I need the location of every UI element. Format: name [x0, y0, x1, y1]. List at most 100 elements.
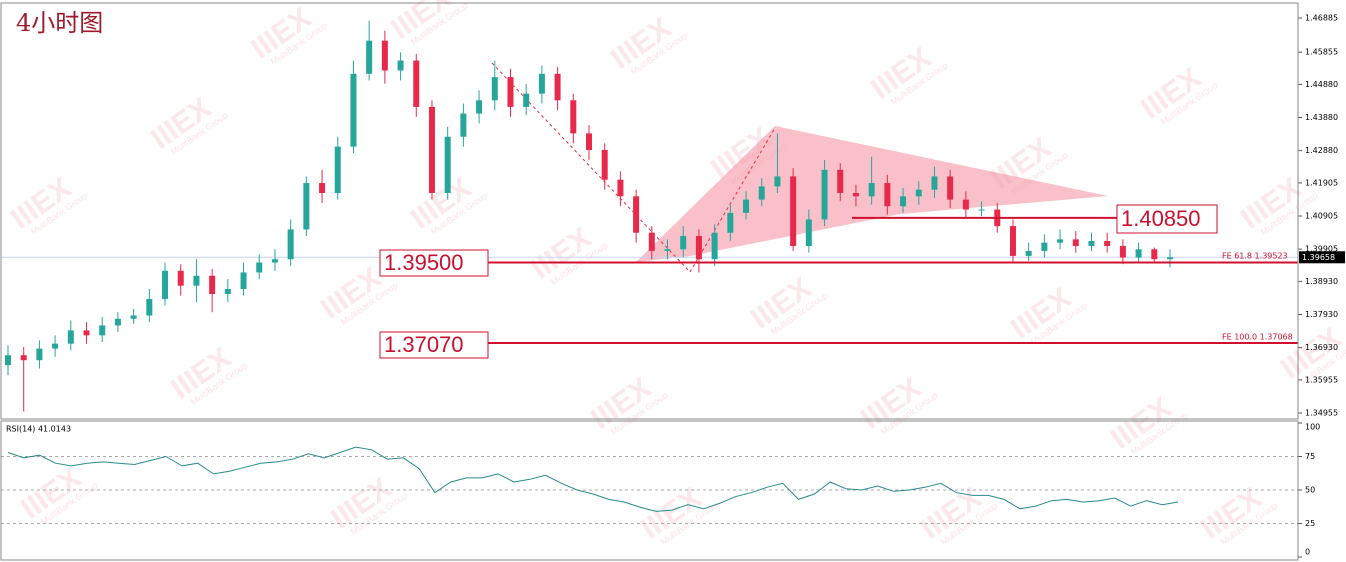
candle-body	[868, 183, 875, 197]
y-tick-label: 25	[1305, 519, 1315, 528]
candle-body	[193, 275, 200, 286]
candle-body	[680, 236, 687, 250]
candle-body	[256, 262, 263, 273]
candle-body	[1104, 241, 1111, 246]
candle-body	[350, 73, 357, 147]
candle-body	[428, 106, 435, 193]
candle-body	[633, 196, 640, 233]
candle-body	[130, 315, 137, 319]
candle-body	[271, 259, 278, 263]
y-tick-label: 1.35955	[1305, 375, 1338, 384]
last-price-label: 1.39658	[1302, 253, 1335, 262]
rsi-line	[7, 446, 1179, 512]
candle-body	[617, 179, 624, 197]
candle-body	[790, 176, 797, 246]
level-label: 1.39500	[384, 250, 464, 275]
candle-body	[570, 100, 577, 134]
candle-body	[224, 289, 231, 294]
candle-body	[1025, 250, 1032, 256]
level-label: 1.37070	[384, 332, 464, 357]
candle-body	[507, 77, 514, 107]
candle-body	[695, 236, 702, 260]
candle-body	[114, 318, 121, 326]
candle-body	[1119, 245, 1126, 258]
price-panel: 1.46885 1.45855 1.44880 1.43880 1.42880 1.419…	[1, 14, 1345, 418]
candle-body	[476, 100, 483, 114]
candle-body	[397, 60, 404, 71]
price-frame	[0, 2, 1299, 420]
candle-body	[758, 186, 765, 200]
level-label: 1.40850	[1121, 206, 1201, 231]
candle-body	[5, 355, 11, 366]
y-tick-label: 1.45855	[1305, 48, 1338, 57]
y-tick-label: 1.37930	[1305, 310, 1338, 319]
candle-body	[962, 199, 969, 210]
candle-body	[774, 176, 781, 187]
candle-body	[366, 40, 373, 74]
candle-body	[947, 176, 954, 200]
y-tick-label: 1.43880	[1305, 113, 1338, 122]
candle-body	[743, 199, 750, 213]
y-tick-label: 1.41905	[1305, 178, 1338, 187]
candle-body	[1135, 249, 1142, 258]
candle-body	[209, 275, 216, 294]
candle-body	[67, 330, 74, 344]
y-tick-label: 75	[1305, 452, 1315, 461]
candle-body	[36, 348, 43, 361]
candle-body	[586, 133, 592, 150]
candle-body	[1072, 239, 1079, 246]
candle-body	[162, 270, 169, 299]
candle-body	[900, 196, 907, 207]
candle-body	[303, 183, 310, 230]
level-box	[379, 249, 489, 277]
y-tick-label: 100	[1305, 423, 1320, 432]
candle-body	[1167, 257, 1173, 260]
candle-body	[1009, 226, 1016, 256]
y-tick-label: 0	[1305, 548, 1310, 557]
level-box	[1116, 204, 1218, 234]
candle-body	[52, 343, 59, 349]
candle-body	[884, 183, 891, 207]
trend-line	[689, 127, 776, 273]
candle-body	[601, 149, 608, 180]
candle-body	[554, 73, 561, 101]
candle-body	[852, 192, 859, 197]
candle-body	[146, 298, 153, 316]
y-tick-label: 1.40905	[1305, 212, 1338, 221]
candle-body	[287, 229, 294, 260]
candle-body	[334, 146, 341, 193]
candle-body	[931, 176, 938, 190]
candle-body	[727, 212, 734, 233]
candle-body	[648, 232, 655, 251]
candle-body	[99, 325, 106, 336]
candle-body	[1057, 239, 1064, 243]
candle-body	[319, 183, 326, 193]
candle-body	[711, 232, 718, 260]
candle-body	[177, 270, 184, 286]
fe-label: FE 61.8 1.39523	[1222, 251, 1288, 260]
y-tick-label: 1.46885	[1305, 14, 1338, 23]
y-tick-label: 1.39905	[1305, 245, 1338, 254]
candle-body	[915, 189, 922, 197]
candle-body	[821, 169, 828, 220]
y-tick-label: 1.38930	[1305, 277, 1338, 286]
candle-body	[20, 355, 27, 361]
y-tick-label: 1.44880	[1305, 80, 1338, 89]
level-box	[379, 331, 489, 359]
candle-body	[460, 113, 467, 137]
candle-body	[805, 219, 812, 246]
candle-body	[664, 249, 671, 251]
candle-body	[491, 77, 498, 101]
rsi-panel: 0 25 50 75 100 RSI(14) 41.0143	[1, 422, 1320, 558]
candle-body	[413, 60, 420, 107]
candle-body	[444, 136, 451, 193]
candle-body	[978, 209, 985, 211]
candle-body	[83, 330, 90, 336]
candle-body	[837, 169, 844, 193]
candle-body	[538, 73, 545, 94]
rsi-title: RSI(14) 41.0143	[6, 425, 71, 434]
candle-body	[381, 40, 388, 71]
y-tick-label: 50	[1305, 486, 1315, 495]
